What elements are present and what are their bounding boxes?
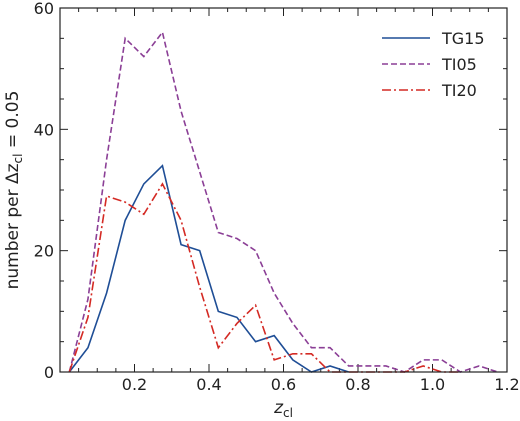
tick-labels: 0.2 0.4 0.6 0.8 1.0 1.2 0 20 40 60: [34, 0, 520, 394]
plot-frame: [59, 7, 508, 373]
series-line-ti20: [68, 182, 461, 373]
y-tick-label: 0: [44, 363, 54, 382]
y-tick-label: 60: [34, 0, 54, 18]
y-tick-label: 20: [34, 242, 54, 261]
x-axis-label: zcl: [273, 398, 293, 420]
x-tick-label: 0.8: [345, 375, 370, 394]
legend-label-tg15: TG15: [441, 29, 485, 48]
x-tick-label: 0.4: [196, 375, 221, 394]
x-tick-label: 1.2: [494, 375, 519, 394]
legend: TG15 TI05 TI20: [382, 29, 485, 100]
y-axis-label: number per Δzcl = 0.05: [3, 91, 25, 290]
ticks-layer: [59, 7, 508, 373]
x-tick-label: 0.2: [122, 375, 147, 394]
x-tick-label: 0.6: [271, 375, 296, 394]
series-line-tg15: [68, 164, 349, 373]
legend-label-ti20: TI20: [441, 81, 477, 100]
legend-label-ti05: TI05: [441, 55, 477, 74]
series-layer: [68, 30, 498, 373]
x-tick-label: 1.0: [420, 375, 445, 394]
y-tick-label: 40: [34, 120, 54, 139]
series-line-ti05: [68, 30, 498, 373]
